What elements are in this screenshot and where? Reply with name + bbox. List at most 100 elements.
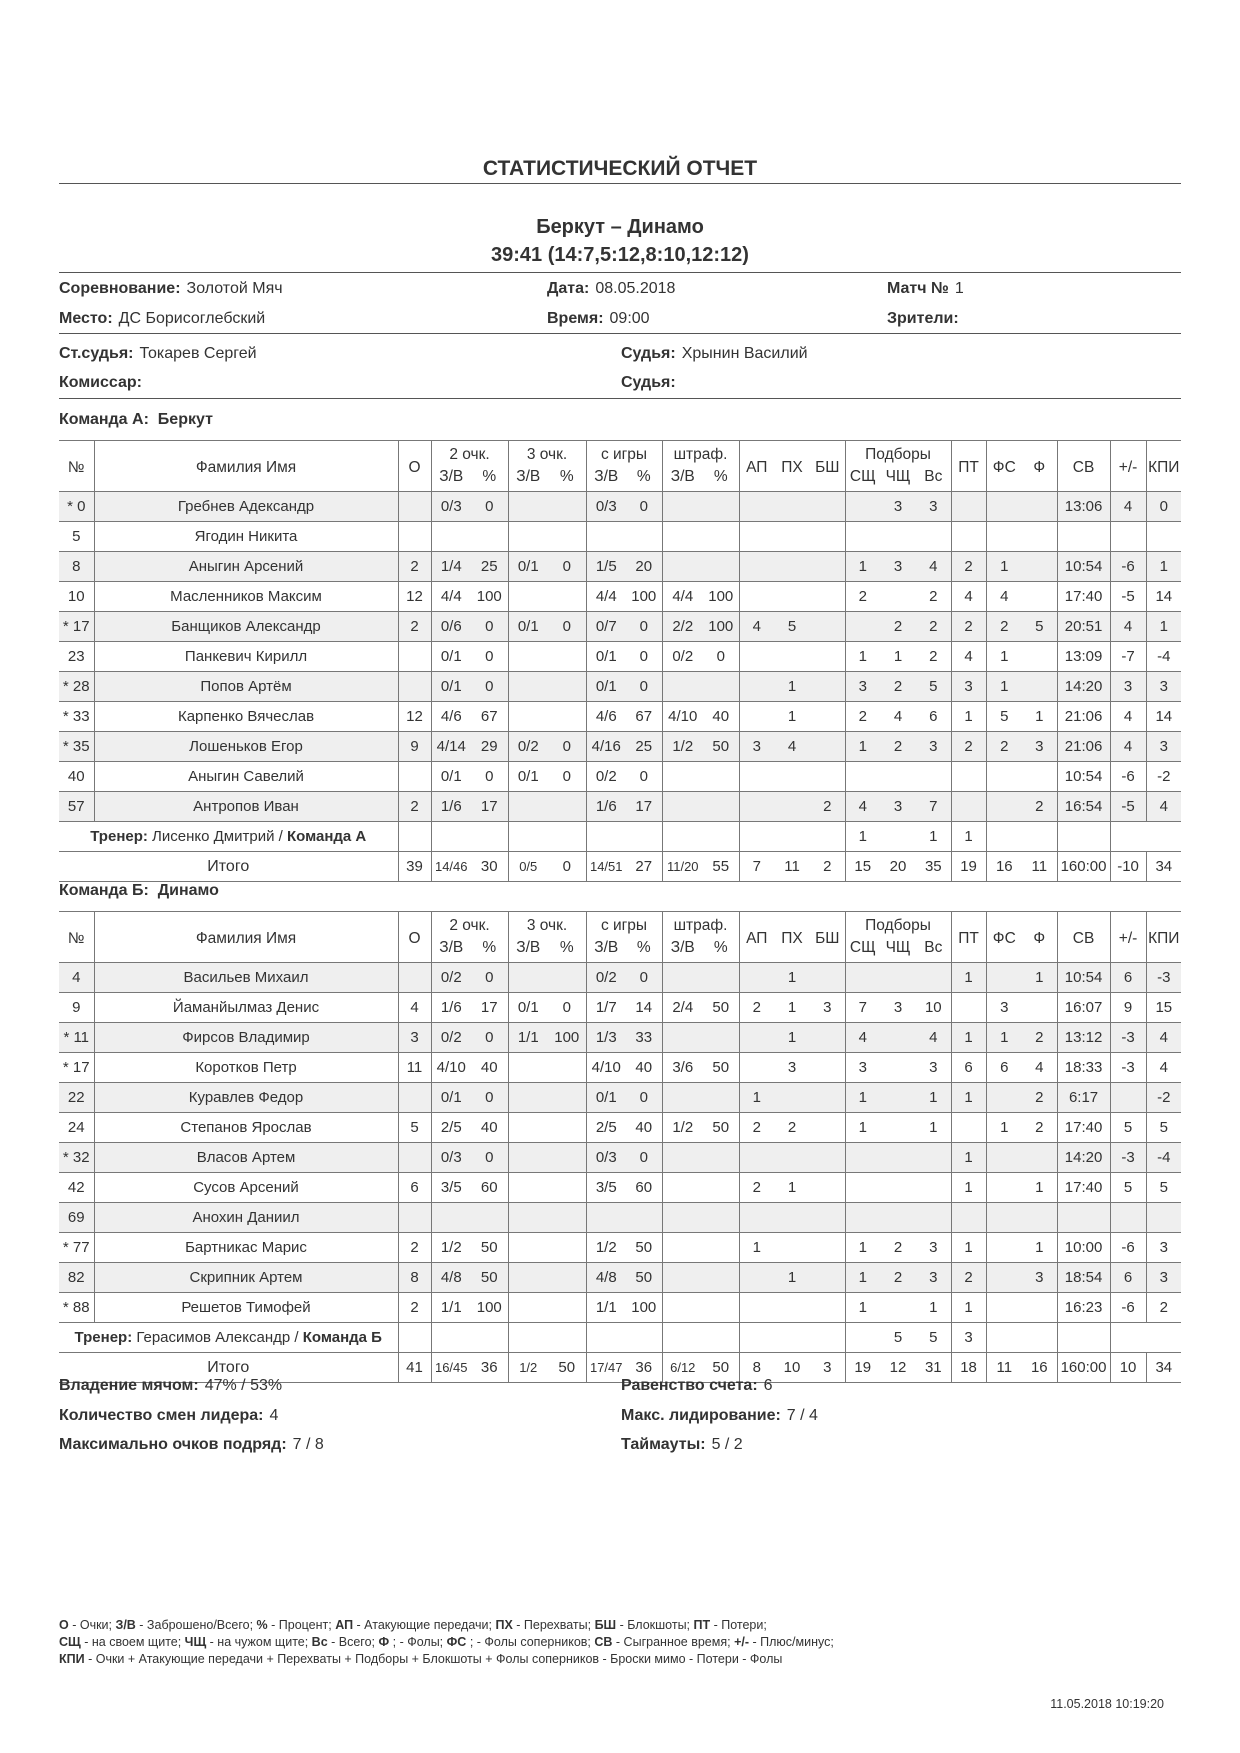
stat-f — [1022, 581, 1058, 612]
stat-ft-pct: 50 — [703, 992, 740, 1023]
coach-stat-ft-made — [661, 821, 704, 852]
header-percent: % — [548, 466, 586, 492]
player-row: 4 Васильев Михаил 0/2 0 0/2 0 1 1 1 10:54 6 -3 — [59, 962, 1182, 993]
stat-fs: 2 — [985, 611, 1023, 642]
legend-abbr: СВ — [594, 1635, 613, 1649]
player-row: 24 Степанов Ярослав 5 2/5 40 2/5 40 1/2 50 2 2 1 1 1 2… — [59, 1112, 1182, 1143]
header-3pt: 3 очк. — [507, 440, 586, 466]
player-number: 4 — [59, 962, 94, 993]
stat-ro — [880, 761, 917, 792]
stat-fg3-made — [507, 962, 548, 993]
total-fg2-made: 14/46 — [430, 851, 471, 882]
stat-ro: 2 — [880, 611, 917, 642]
player-name: Йаманйылмаз Денис — [93, 992, 398, 1023]
total-fg2-pct: 30 — [471, 851, 508, 882]
stat-pts — [397, 641, 431, 672]
coach-stat-ap — [738, 821, 775, 852]
legend-abbr: БШ — [594, 1618, 617, 1632]
stat-pts — [397, 962, 431, 993]
stat-ft-made: 0/2 — [661, 641, 704, 672]
stat-ap — [738, 491, 775, 522]
player-name: Ягодин Никита — [93, 521, 398, 552]
spectators-field: Зрители: — [887, 310, 959, 327]
legend-desc: - Очки + Атакующие передачи + Перехваты … — [84, 1652, 783, 1666]
stat-pt — [950, 791, 987, 822]
stat-ft-pct — [703, 551, 740, 582]
stat-rt: 1 — [916, 1292, 952, 1323]
header-off-rebounds: ЧЩ — [880, 937, 917, 963]
stat-fg-made: 4/8 — [585, 1262, 626, 1293]
stat-ap — [738, 551, 775, 582]
stat-fg3-pct — [548, 701, 586, 732]
stat-fs: 1 — [985, 1112, 1023, 1143]
stat-f: 2 — [1022, 791, 1058, 822]
stat-f: 1 — [1022, 962, 1058, 993]
stat-rt: 3 — [916, 1052, 952, 1083]
stat-fg-pct: 0 — [626, 491, 663, 522]
header-name: Фамилия Имя — [93, 440, 398, 492]
coach-stat-fg-made — [585, 1322, 626, 1353]
header-steals: ПХ — [774, 440, 811, 492]
header-percent: % — [626, 466, 663, 492]
stat-fg3-made — [507, 1172, 548, 1203]
stat-bsh — [810, 1052, 846, 1083]
stat-fg-made — [585, 1202, 626, 1233]
player-number: 40 — [59, 761, 94, 792]
stat-ap: 2 — [738, 1172, 775, 1203]
stat-fg3-made — [507, 701, 548, 732]
coach-stat-bsh — [810, 1322, 846, 1353]
stat-rd — [844, 1142, 881, 1173]
stat-ro — [880, 962, 917, 993]
stat-bsh — [810, 761, 846, 792]
total-ph: 10 — [774, 1352, 811, 1383]
stat-fg-made: 0/2 — [585, 962, 626, 993]
total-ro: 12 — [880, 1352, 917, 1383]
legend-line: О - Очки; З/В - Заброшено/Всего; % - Про… — [59, 1617, 834, 1634]
stat-ro — [880, 1292, 917, 1323]
legend-desc: - Блокшоты; — [616, 1618, 694, 1632]
stat-ap: 2 — [738, 1112, 775, 1143]
stat-fg3-made: 0/1 — [507, 551, 548, 582]
stat-ph — [774, 641, 811, 672]
stat-ft-pct — [703, 671, 740, 702]
stat-fs: 1 — [985, 641, 1023, 672]
stat-fg3-pct — [548, 1052, 586, 1083]
stat-sv: 16:07 — [1056, 992, 1111, 1023]
stat-sv: 16:23 — [1056, 1292, 1111, 1323]
stat-ft-made — [661, 671, 704, 702]
total-sv: 160:00 — [1056, 1352, 1111, 1383]
total-fg3-pct: 50 — [548, 1352, 586, 1383]
stat-fg3-made — [507, 521, 548, 552]
stat-fs — [985, 962, 1023, 993]
stat-fg-pct: 33 — [626, 1022, 663, 1053]
player-name: Карпенко Вячеслав — [93, 701, 398, 732]
total-fg-made: 17/47 — [585, 1352, 626, 1383]
header-percent: % — [548, 937, 586, 963]
player-name: Васильев Михаил — [93, 962, 398, 993]
stat-pt: 3 — [950, 671, 987, 702]
player-number: * 11 — [59, 1022, 94, 1053]
stat-pt: 1 — [950, 1142, 987, 1173]
totals-row: Итого 39 14/46 30 0/5 0 14/51 27 11/20 55 7 11 2 15 20… — [59, 851, 1182, 882]
legend-desc: - Перехваты; — [512, 1618, 595, 1632]
legend-desc: - Сыгранное время; — [612, 1635, 735, 1649]
coach-stat-f — [1022, 821, 1058, 852]
legend-line: КПИ - Очки + Атакующие передачи + Перехв… — [59, 1651, 834, 1668]
stat-ft-made: 4/10 — [661, 701, 704, 732]
team-label: Команда А — [286, 828, 367, 845]
stat-f: 3 — [1022, 1262, 1058, 1293]
stat-rt — [916, 962, 952, 993]
stat-ph — [774, 1142, 811, 1173]
stat-rt: 2 — [916, 611, 952, 642]
player-number: 42 — [59, 1172, 94, 1203]
stat-fg-pct: 0 — [626, 611, 663, 642]
stat-fg-made: 1/3 — [585, 1022, 626, 1053]
coach-label: Тренер: — [90, 828, 148, 845]
stat-rd: 1 — [844, 1292, 881, 1323]
stat-ph: 1 — [774, 992, 811, 1023]
stat-fg2-made: 4/14 — [430, 731, 471, 762]
stat-ap — [738, 962, 775, 993]
stat-fg2-pct: 40 — [471, 1052, 508, 1083]
stat-fg3-pct — [548, 1112, 586, 1143]
stat-fg2-made: 1/4 — [430, 551, 471, 582]
